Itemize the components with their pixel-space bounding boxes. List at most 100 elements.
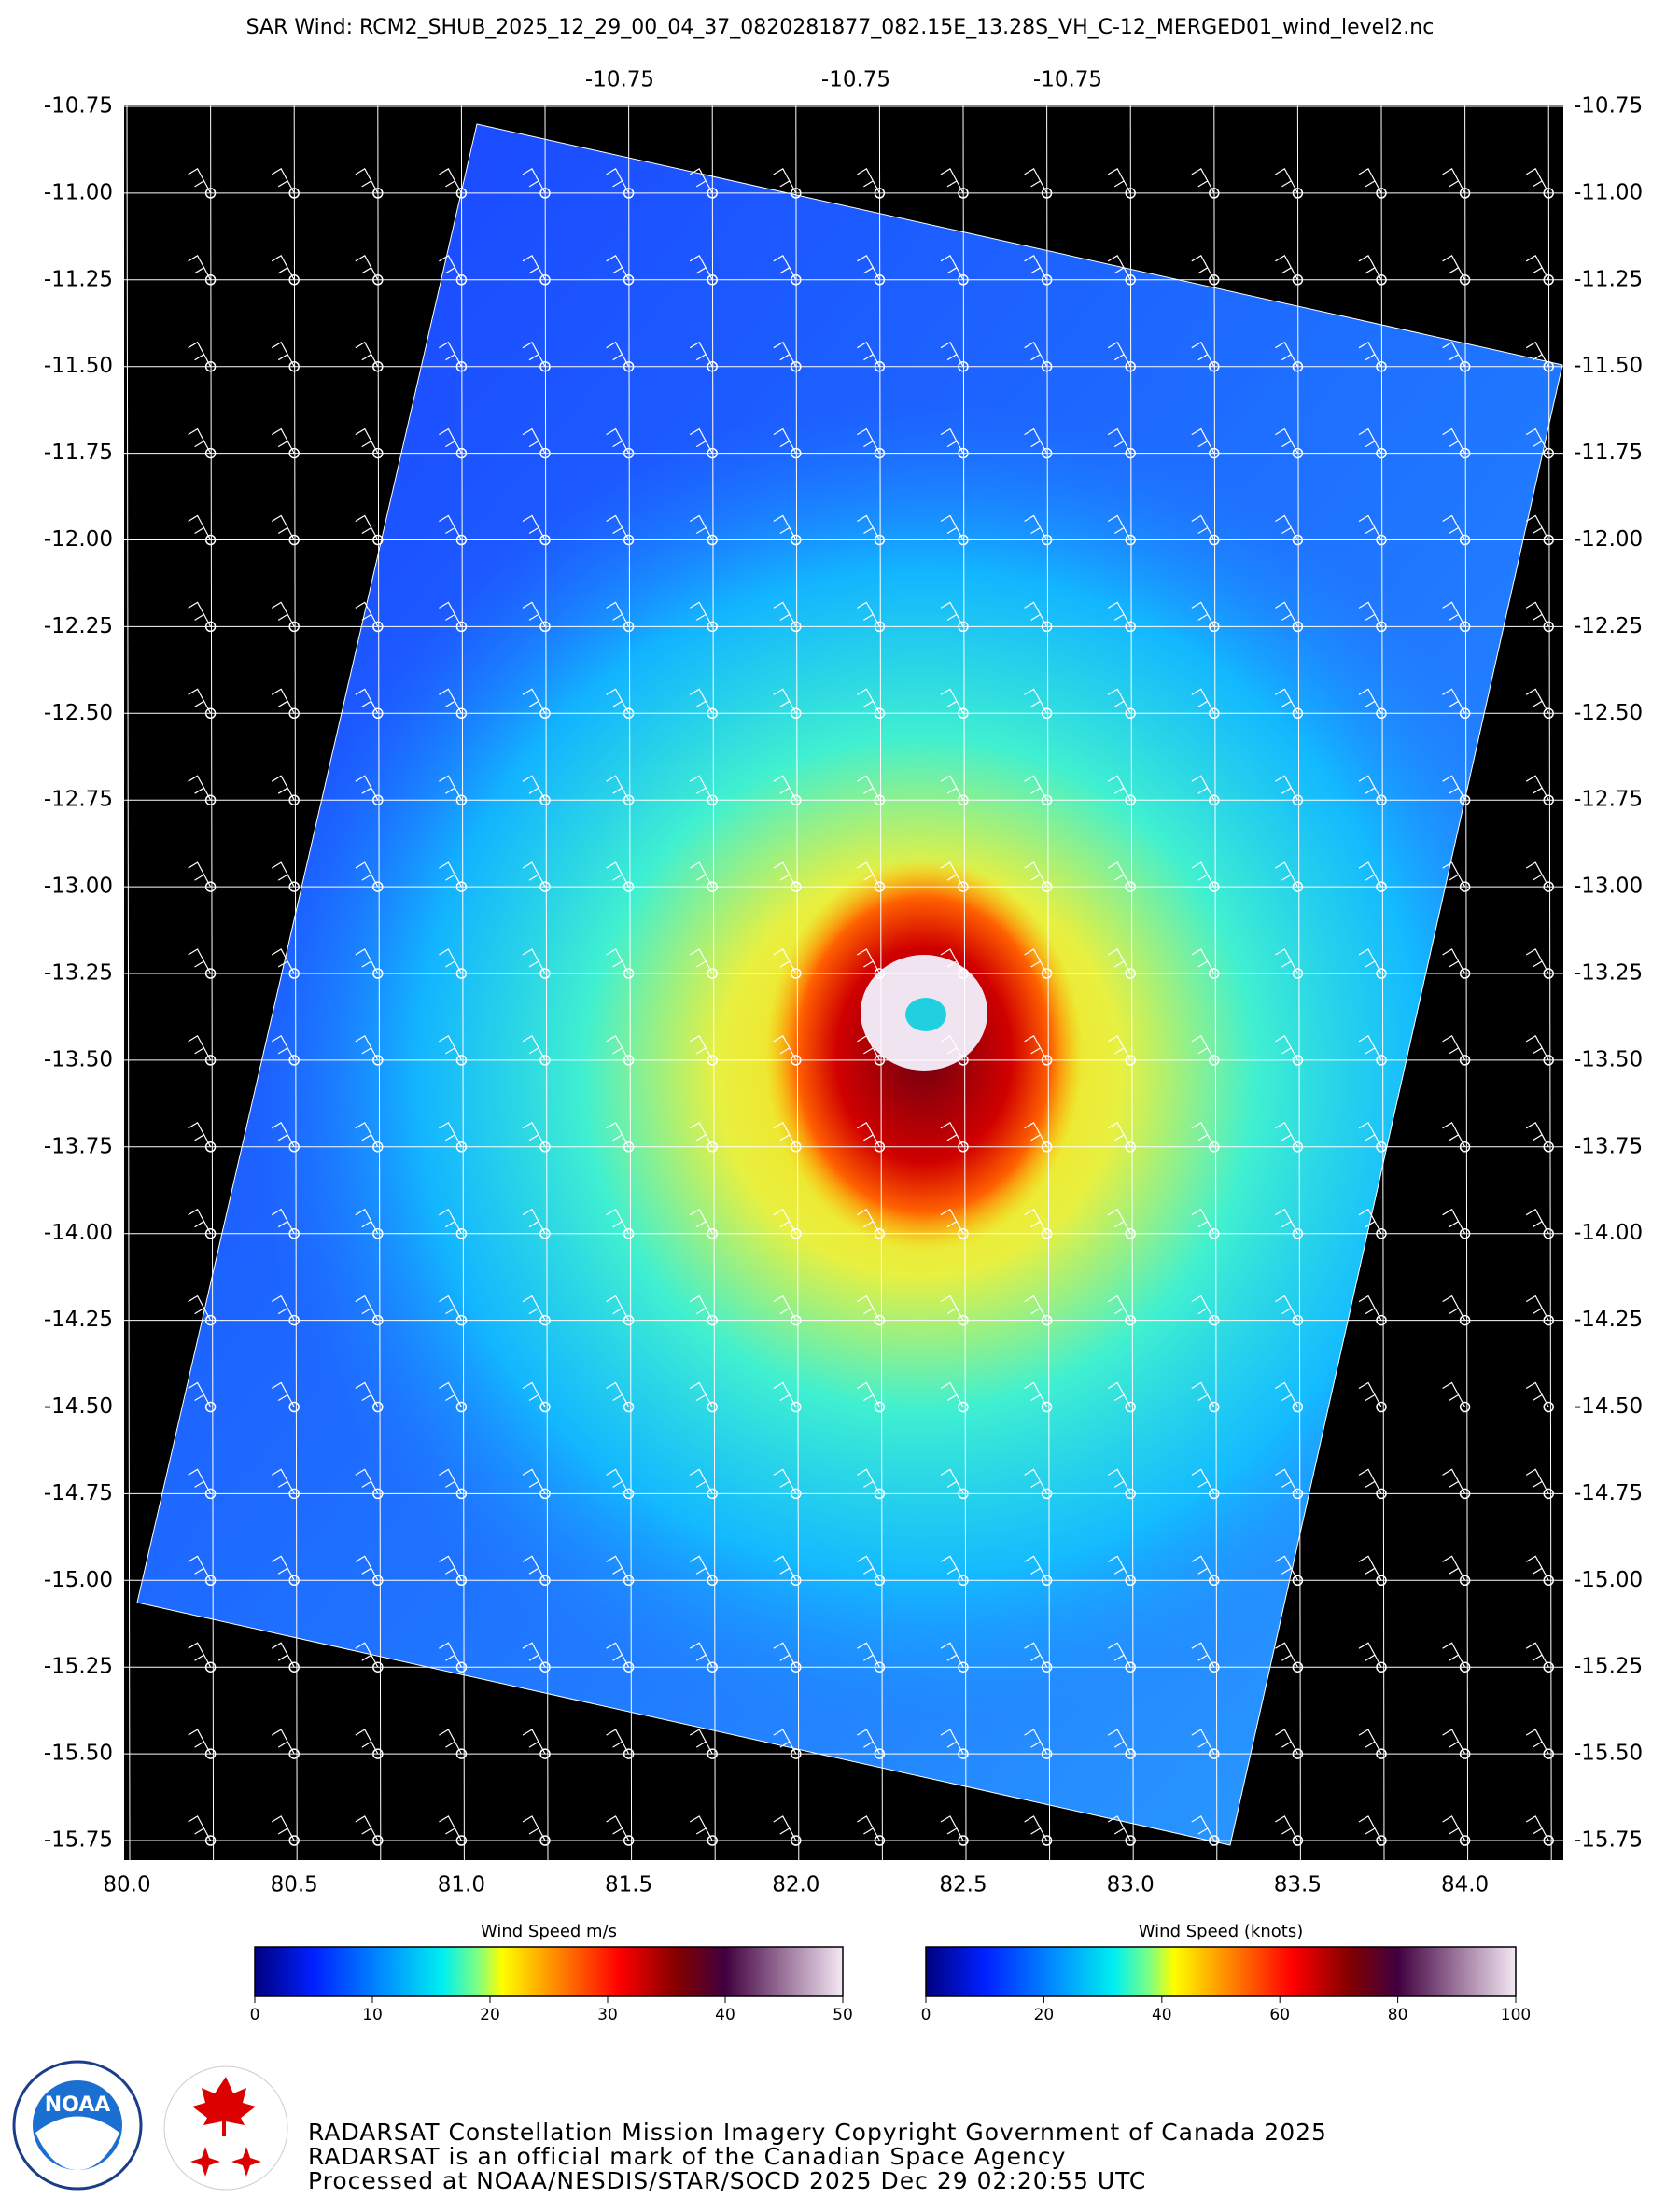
barb-station	[372, 360, 384, 372]
lat-label-left: -15.75	[44, 1828, 113, 1853]
lat-label-right: -13.75	[1574, 1134, 1643, 1158]
wind-barb	[1191, 168, 1215, 194]
wind-barb	[940, 688, 964, 714]
wind-barb	[773, 775, 797, 801]
wind-barb	[1024, 1121, 1048, 1148]
wind-barb	[1275, 168, 1298, 194]
wind-barb	[1191, 514, 1215, 540]
wind-barb	[522, 1295, 546, 1321]
wind-barb	[1525, 168, 1549, 194]
barb-station	[623, 968, 635, 979]
barb-station	[539, 1661, 551, 1673]
barb-station	[1543, 794, 1554, 805]
barb-station	[455, 360, 468, 372]
barb-station	[455, 274, 468, 286]
barb-station	[1209, 1835, 1220, 1846]
barb-station	[204, 447, 217, 459]
barb-station	[1376, 274, 1387, 286]
barb-station	[288, 1661, 300, 1673]
barb-station	[874, 1575, 886, 1587]
wind-barb	[689, 775, 713, 801]
wind-barb	[188, 1208, 212, 1234]
lon-line	[1213, 103, 1218, 1862]
wind-barb	[1358, 1815, 1382, 1841]
wind-barb	[857, 1035, 880, 1061]
barb-station	[707, 881, 718, 892]
barb-station	[874, 1055, 886, 1066]
lat-label-right: -11.00	[1574, 180, 1643, 204]
barb-station	[1292, 188, 1304, 199]
barb-station	[1041, 188, 1053, 199]
barb-station	[539, 1141, 551, 1153]
wind-barb	[940, 514, 964, 540]
lon-line	[711, 103, 716, 1862]
barb-station	[958, 621, 969, 633]
lon-label: 80.0	[103, 1873, 150, 1897]
wind-barb	[522, 1815, 546, 1841]
colorbar-tick-label: 60	[1269, 2006, 1290, 2024]
wind-barb	[1107, 1208, 1131, 1234]
barb-station	[1041, 1835, 1053, 1846]
barb-station	[372, 1748, 384, 1759]
wind-barb	[1442, 775, 1466, 801]
wind-barb	[188, 1035, 212, 1061]
barb-station	[1543, 881, 1554, 892]
wind-barb	[1107, 1035, 1131, 1061]
barb-station	[1376, 1748, 1387, 1759]
wind-barb	[439, 168, 462, 194]
wind-barb	[940, 341, 964, 367]
barb-station	[1376, 881, 1387, 892]
colorbar-tick-label: 40	[1152, 2006, 1172, 2024]
wind-barb	[857, 1642, 880, 1668]
wind-barb	[1442, 601, 1466, 627]
barb-station	[372, 1314, 384, 1326]
wind-barb	[1275, 1815, 1298, 1841]
barb-station	[455, 447, 468, 459]
barb-station	[1041, 1227, 1053, 1239]
barb-station	[1543, 1748, 1554, 1759]
barb-station	[1459, 274, 1471, 286]
wind-barb	[1024, 1555, 1048, 1581]
wind-barb	[1358, 1295, 1382, 1321]
lat-label-right: -12.00	[1574, 527, 1643, 552]
wind-barb	[940, 254, 964, 281]
wind-barb	[773, 1381, 797, 1407]
barb-station	[1292, 1748, 1304, 1759]
barb-station	[1543, 1835, 1554, 1846]
wind-barb	[355, 168, 379, 194]
colorbar	[254, 1946, 844, 1997]
wind-barb	[522, 775, 546, 801]
wind-barb	[522, 1208, 546, 1234]
wind-barb	[940, 1642, 964, 1668]
barb-station	[791, 1661, 802, 1673]
barb-station	[707, 1055, 718, 1066]
wind-barb	[689, 1295, 713, 1321]
barb-station	[1292, 794, 1304, 805]
barb-station	[1125, 1141, 1136, 1153]
wind-barb	[689, 1468, 713, 1494]
barb-station	[1459, 1575, 1471, 1587]
barb-station	[1459, 968, 1471, 979]
wind-barb	[439, 1121, 462, 1148]
barb-station	[372, 621, 384, 633]
wind-barb	[1275, 948, 1298, 974]
wind-barb	[522, 1468, 546, 1494]
wind-barb	[355, 341, 379, 367]
wind-barb	[1275, 1295, 1298, 1321]
wind-barb	[355, 1815, 379, 1841]
barb-station	[958, 707, 969, 720]
barb-station	[707, 1661, 718, 1673]
lon-line	[460, 103, 465, 1862]
wind-barb	[439, 1381, 462, 1407]
wind-barb	[271, 1035, 295, 1061]
barb-station	[1459, 1055, 1471, 1066]
wind-barb	[606, 1555, 630, 1581]
wind-barb	[1358, 168, 1382, 194]
wind-barb	[188, 1295, 212, 1321]
colorbar	[925, 1946, 1517, 1997]
wind-barb	[1191, 1729, 1215, 1755]
sar-swath	[137, 124, 1562, 1845]
wind-barb	[1024, 948, 1048, 974]
wind-barb	[1358, 1468, 1382, 1494]
wind-barb	[439, 948, 462, 974]
